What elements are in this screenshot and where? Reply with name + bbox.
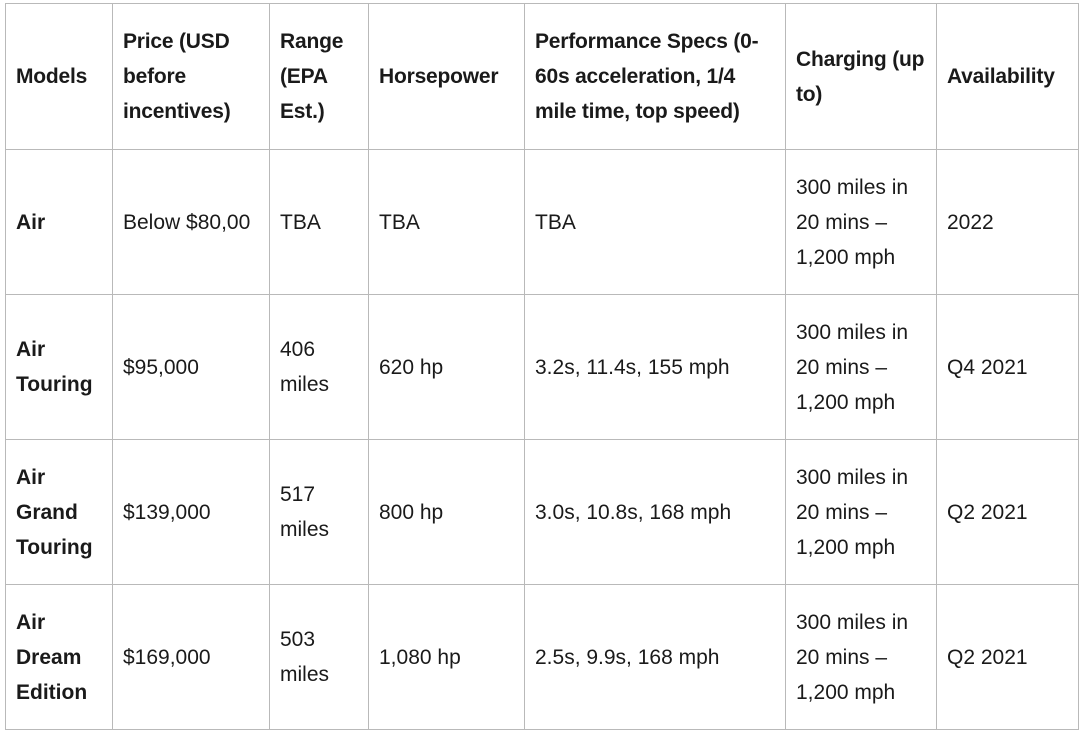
cell-performance: 3.2s, 11.4s, 155 mph — [524, 294, 786, 440]
header-price: Price (USD before incentives) — [112, 3, 270, 150]
cell-availability: Q4 2021 — [936, 294, 1079, 440]
cell-range: 517 miles — [269, 439, 369, 585]
cell-charging: 300 miles in 20 mins – 1,200 mph — [785, 149, 937, 295]
cell-model: Air Dream Edition — [5, 584, 113, 730]
cell-horsepower: TBA — [368, 149, 525, 295]
header-charging: Charging (up to) — [785, 3, 937, 150]
table-row: Air Grand Touring $139,000 517 miles 800… — [5, 439, 1079, 585]
header-models: Models — [5, 3, 113, 150]
header-range: Range (EPA Est.) — [269, 3, 369, 150]
header-availability: Availability — [936, 3, 1079, 150]
cell-availability: Q2 2021 — [936, 439, 1079, 585]
cell-charging: 300 miles in 20 mins – 1,200 mph — [785, 294, 937, 440]
table-row: Air Below $80,00 TBA TBA TBA 300 miles i… — [5, 149, 1079, 295]
cell-horsepower: 620 hp — [368, 294, 525, 440]
cell-price: $169,000 — [112, 584, 270, 730]
table-row: Air Touring $95,000 406 miles 620 hp 3.2… — [5, 294, 1079, 440]
cell-price: $95,000 — [112, 294, 270, 440]
cell-range: TBA — [269, 149, 369, 295]
cell-performance: 3.0s, 10.8s, 168 mph — [524, 439, 786, 585]
cell-availability: 2022 — [936, 149, 1079, 295]
cell-performance: 2.5s, 9.9s, 168 mph — [524, 584, 786, 730]
header-performance-specs: Performance Specs (0-60s acceleration, 1… — [524, 3, 786, 150]
cell-charging: 300 miles in 20 mins – 1,200 mph — [785, 584, 937, 730]
table-row: Air Dream Edition $169,000 503 miles 1,0… — [5, 584, 1079, 730]
cell-range: 406 miles — [269, 294, 369, 440]
cell-range: 503 miles — [269, 584, 369, 730]
cell-charging: 300 miles in 20 mins – 1,200 mph — [785, 439, 937, 585]
cell-horsepower: 800 hp — [368, 439, 525, 585]
cell-model: Air Grand Touring — [5, 439, 113, 585]
cell-horsepower: 1,080 hp — [368, 584, 525, 730]
cell-model: Air — [5, 149, 113, 295]
models-comparison-table: Models Price (USD before incentives) Ran… — [5, 3, 1079, 730]
cell-model: Air Touring — [5, 294, 113, 440]
cell-price: Below $80,00 — [112, 149, 270, 295]
cell-availability: Q2 2021 — [936, 584, 1079, 730]
cell-price: $139,000 — [112, 439, 270, 585]
cell-performance: TBA — [524, 149, 786, 295]
header-horsepower: Horsepower — [368, 3, 525, 150]
header-row: Models Price (USD before incentives) Ran… — [5, 3, 1079, 150]
